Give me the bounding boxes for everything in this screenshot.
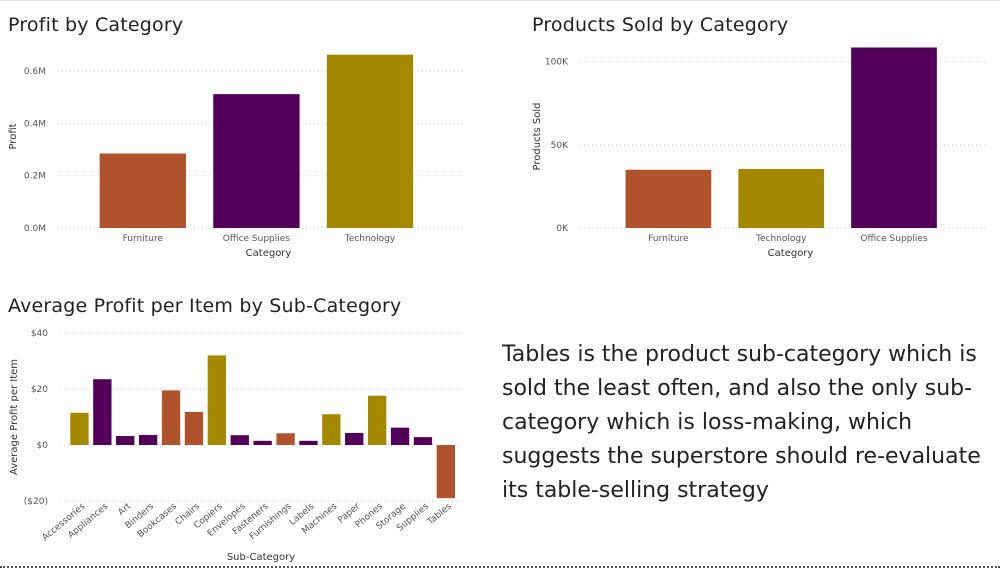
bar-chairs [184,411,204,445]
bar-binders [138,434,158,445]
y-axis-title: Average Profit per Item [9,359,20,475]
y-tick-label: ($20) [24,497,48,507]
bar-supplies [413,437,433,445]
y-tick-label: $20 [31,385,48,395]
y-tick-label: $40 [31,329,48,339]
bar-office-supplies [213,94,300,228]
bar-fasteners [253,440,272,445]
bar-technology [326,54,414,229]
y-tick-label: 0.6M [24,67,46,77]
profit-by-category-chart: 0.0M 0.2M 0.4M 0.6M Furniture Office Supplies… [8,54,463,259]
bar-appliances [93,379,112,445]
y-tick-label: 0.4M [24,119,46,129]
x-axis-title: Category [246,248,292,259]
bar-tables [436,445,456,499]
top-border [0,0,1000,1]
bar-furnishings [276,433,295,445]
bar-technology [738,168,825,228]
bar-art [116,436,135,445]
products-chart-title: Products Sold by Category [532,14,789,36]
bar-phones [367,395,387,445]
x-tick-label: Furniture [648,234,689,244]
bottom-dotted-border [0,566,1000,568]
insight-text: Tables is the product sub-category which… [502,342,981,503]
bar-bookcases [161,390,181,445]
bar-furniture [625,169,712,228]
y-axis-title: Profit [8,123,19,149]
bar-labels [299,440,318,445]
y-tick-label: 50K [551,141,569,151]
avgprofit-chart-title: Average Profit per Item by Sub-Category [8,295,402,317]
x-axis-title: Sub-Category [227,552,295,563]
bar-storage [390,427,410,445]
x-tick-label: Office Supplies [223,234,291,244]
x-tick-label: Furniture [123,234,164,244]
y-tick-label: $0 [37,441,49,451]
profit-chart-title: Profit by Category [8,14,184,36]
bar-accessories [70,412,89,445]
y-tick-label: 0.0M [24,224,46,234]
x-axis-title: Category [768,248,814,259]
x-tick-label: Technology [755,234,807,244]
x-tick-label: Art [116,501,133,518]
x-tick-label: Technology [344,234,396,244]
x-tick-label: Office Supplies [860,234,928,244]
products-sold-by-category-chart: 0K 50K 100K Furniture Technology Office Suppl… [532,47,985,259]
y-tick-label: 100K [545,58,569,68]
x-tick-label: Tables [425,501,454,527]
y-tick-label: 0.2M [24,172,46,182]
bar-copiers [207,355,227,445]
y-axis-title: Products Sold [532,103,543,171]
bar-office-supplies [851,47,937,228]
bar-machines [322,414,341,445]
bar-furniture [99,153,186,228]
bar-envelopes [230,435,249,445]
bar-paper [345,432,364,445]
y-tick-label: 0K [556,224,569,234]
